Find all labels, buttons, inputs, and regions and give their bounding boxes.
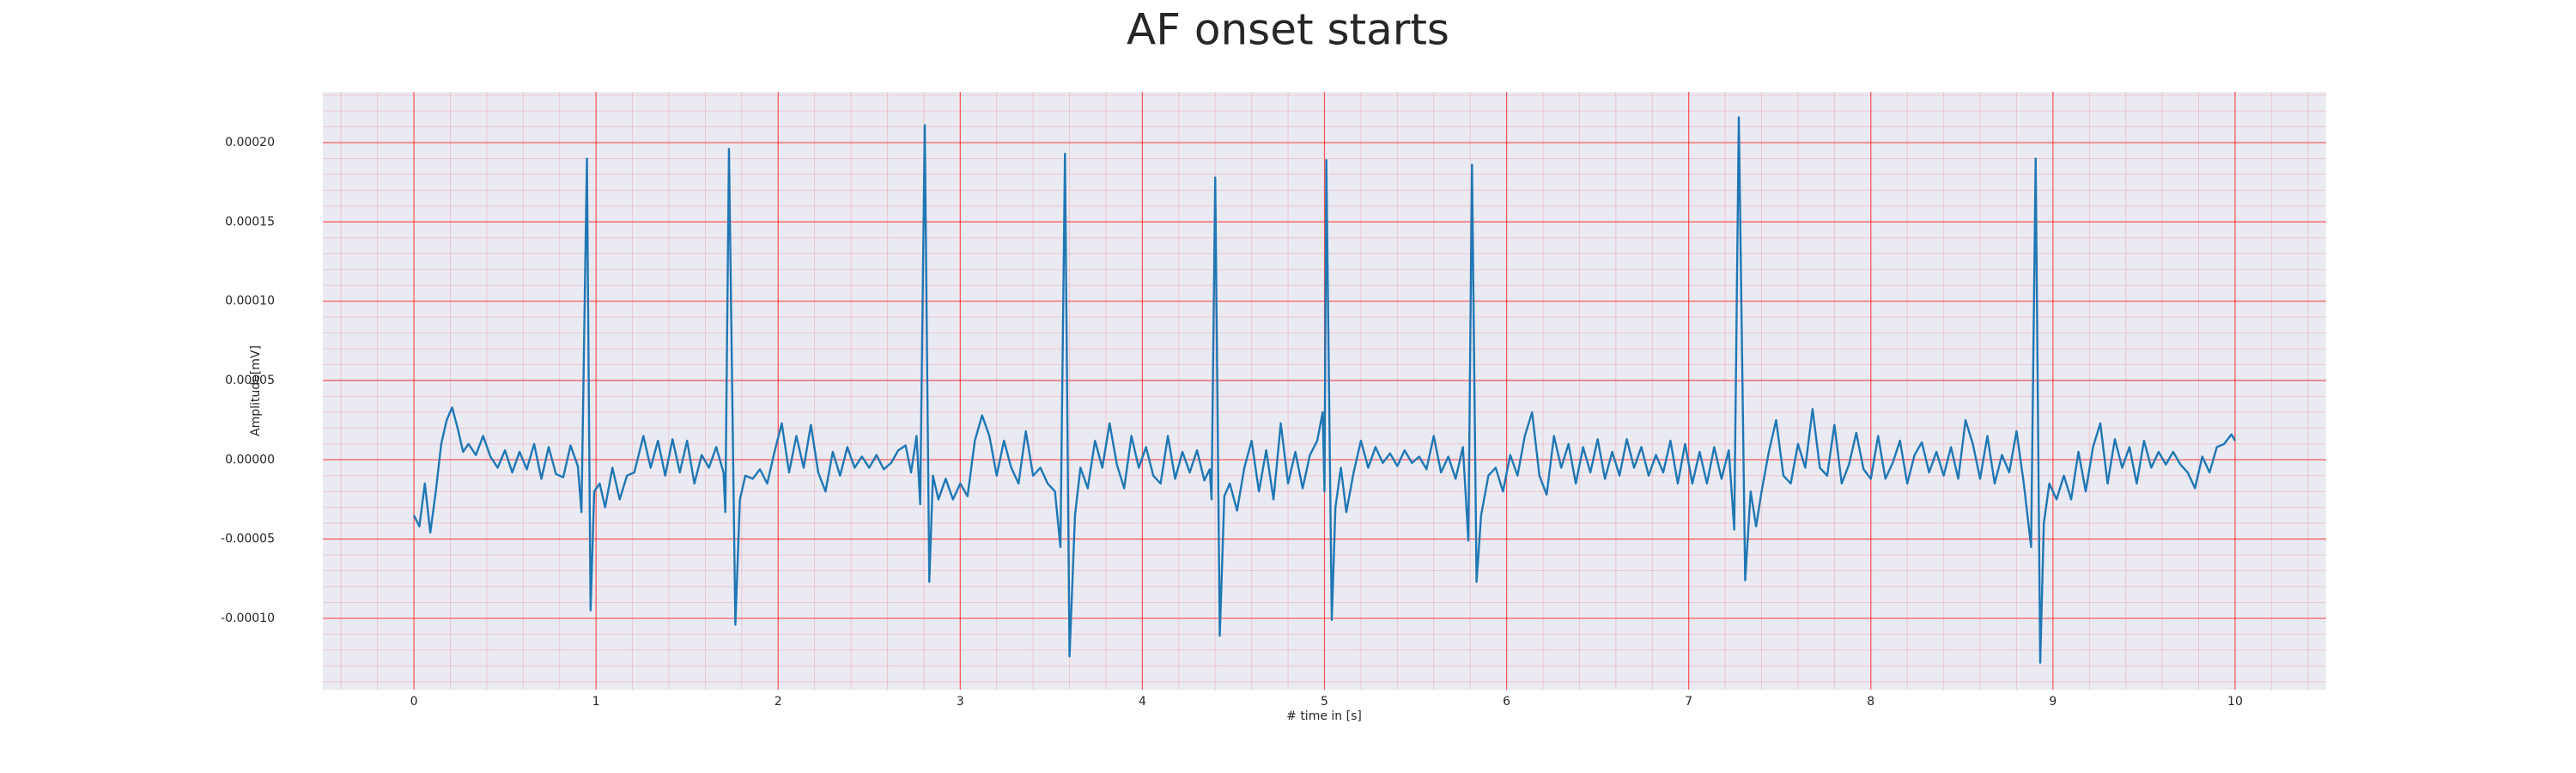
x-tick-label: 5: [1321, 695, 1328, 709]
x-tick-label: 8: [1867, 695, 1874, 709]
y-tick-label: 0.00005: [225, 374, 275, 387]
y-tick-label: -0.00010: [221, 612, 275, 625]
y-tick-label: -0.00005: [221, 533, 275, 546]
x-tick-label: 1: [592, 695, 600, 709]
x-tick-label: 6: [1503, 695, 1510, 709]
x-tick-label: 2: [775, 695, 782, 709]
y-tick-label: 0.00015: [225, 215, 275, 228]
y-tick-label: 0.00010: [225, 295, 275, 308]
y-tick-label: 0.00000: [225, 453, 275, 466]
chart-title: AF onset starts: [1127, 5, 1449, 55]
y-axis-label: Amplitude[mV]: [249, 345, 263, 436]
x-tick-label: 7: [1685, 695, 1692, 709]
y-tick-label: 0.00020: [225, 136, 275, 149]
line-series: [412, 116, 2236, 664]
x-axis-label: # time in [s]: [1286, 709, 1362, 723]
x-tick-label: 10: [2227, 695, 2243, 709]
x-tick-label: 3: [957, 695, 964, 709]
x-tick-label: 4: [1139, 695, 1146, 709]
x-tick-label: 9: [2049, 695, 2057, 709]
x-tick-label: 0: [410, 695, 418, 709]
